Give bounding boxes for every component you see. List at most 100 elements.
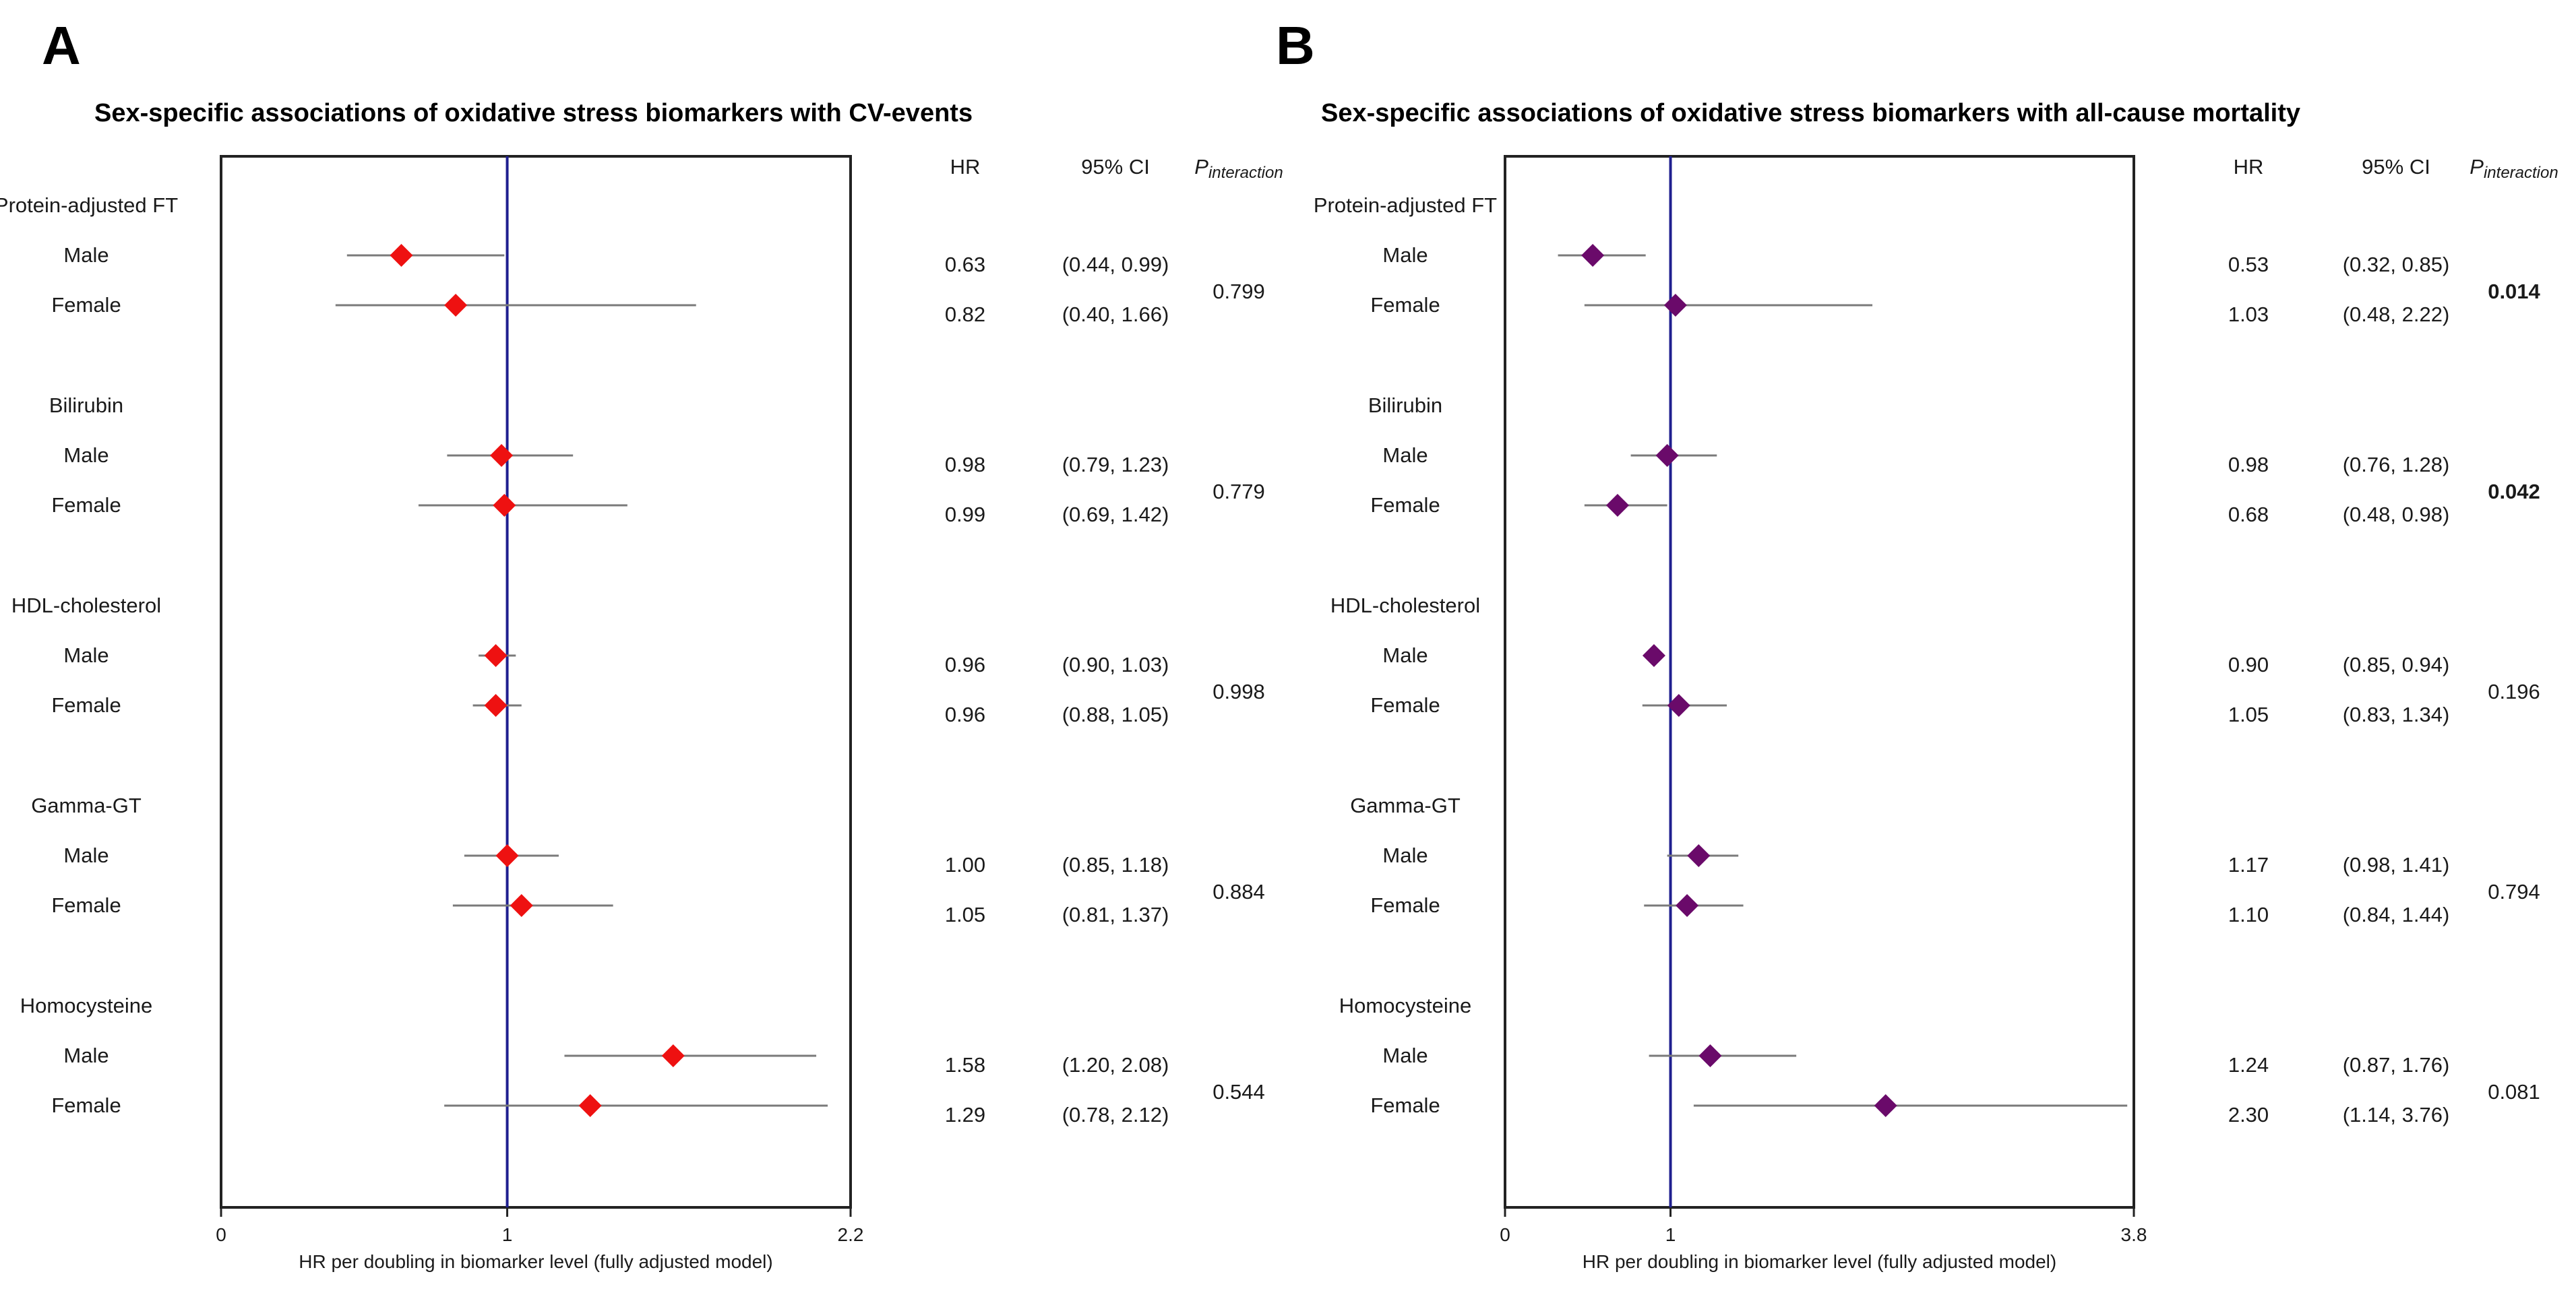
panel-b-group-label: Gamma-GT: [1350, 794, 1461, 817]
panel-a-p-interaction-value: 0.884: [1213, 880, 1265, 904]
panel-a-row-label-female: Female: [51, 893, 121, 917]
panel-a-row-label-male: Male: [63, 243, 109, 267]
panel-b-x-axis-label: HR per doubling in biomarker level (full…: [1583, 1251, 2056, 1272]
panel-b-p-interaction-value: 0.794: [2488, 880, 2540, 904]
panel-b-ci-value: (0.76, 1.28): [2343, 453, 2450, 476]
panel-a-header-p-main: P: [1194, 155, 1208, 179]
panel-b-ci-value: (0.84, 1.44): [2343, 903, 2450, 926]
panel-b-x-tick-label: 0: [1500, 1224, 1510, 1245]
panel-a-x-tick-label: 0: [216, 1224, 226, 1245]
panel-a-hr-marker: [510, 894, 533, 917]
panel-a-hr-value: 0.96: [945, 703, 985, 726]
panel-b-hr-value: 1.10: [2228, 903, 2269, 926]
panel-a-row-label-female: Female: [51, 1094, 121, 1117]
panel-a-letter: A: [42, 15, 81, 75]
panel-a-hr-value: 1.58: [945, 1053, 985, 1077]
panel-a-p-interaction-value: 0.799: [1213, 280, 1265, 303]
panel-b-hr-marker: [1663, 294, 1687, 317]
panel-b-group-label: Homocysteine: [1339, 994, 1471, 1017]
panel-a-hr-value: 0.99: [945, 503, 985, 526]
panel-b-row-label-male: Male: [1382, 243, 1428, 267]
panel-b-row-label-female: Female: [1370, 493, 1440, 517]
panel-b-header-p-main: P: [2470, 155, 2484, 179]
panel-b-p-interaction-value: 0.081: [2488, 1080, 2540, 1104]
panel-b-hr-value: 0.98: [2228, 453, 2269, 476]
panel-b-hr-value: 0.68: [2228, 503, 2269, 526]
panel-b-hr-value: 1.17: [2228, 853, 2269, 877]
panel-b-row-label-male: Male: [1382, 844, 1428, 867]
panel-a-group-label: Bilirubin: [49, 393, 123, 417]
panel-b-hr-marker: [1874, 1094, 1897, 1117]
panel-b-plot-frame: [1504, 155, 2135, 1209]
panel-a-hr-marker: [578, 1094, 602, 1117]
panel-a-hr-value: 1.05: [945, 903, 985, 926]
panel-a-p-interaction-value: 0.779: [1213, 480, 1265, 503]
panel-a-title: Sex-specific associations of oxidative s…: [94, 99, 973, 127]
panel-b-hr-marker: [1642, 644, 1665, 667]
panel-b-group-label: Bilirubin: [1368, 393, 1442, 417]
panel-a-hr-marker: [484, 644, 508, 667]
panel-b-hr-marker: [1687, 844, 1711, 867]
panel-b-header-ci: 95% CI: [2362, 155, 2430, 179]
panel-b-row-label-female: Female: [1370, 293, 1440, 317]
panel-a-hr-value: 1.29: [945, 1103, 985, 1127]
panel-b-p-interaction-value: 0.014: [2488, 280, 2540, 303]
panel-b-hr-marker: [1676, 894, 1699, 917]
panel-a-row-label-male: Male: [63, 844, 109, 867]
panel-b-hr-marker: [1581, 244, 1605, 267]
panel-a-hr-value: 0.63: [945, 253, 985, 276]
panel-b-row-label-female: Female: [1370, 1094, 1440, 1117]
panel-b-p-interaction-value: 0.196: [2488, 680, 2540, 703]
panel-a-row-label-male: Male: [63, 1044, 109, 1067]
panel-b-ci-value: (0.83, 1.34): [2343, 703, 2450, 726]
panel-a-header-p-sub: interaction: [1208, 164, 1283, 182]
panel-a-row-label-female: Female: [51, 293, 121, 317]
panel-a-hr-marker: [493, 494, 516, 517]
panel-a-ci-value: (0.44, 0.99): [1062, 253, 1169, 276]
panel-b-hr-value: 0.90: [2228, 653, 2269, 676]
panel-b-row-label-female: Female: [1370, 893, 1440, 917]
panel-a-ci-value: (1.20, 2.08): [1062, 1053, 1169, 1077]
panel-a-hr-value: 0.82: [945, 303, 985, 326]
panel-b-p-interaction-value: 0.042: [2488, 480, 2540, 503]
panel-b-x-tick-label: 3.8: [2121, 1224, 2147, 1245]
panel-a-ci-value: (0.78, 2.12): [1062, 1103, 1169, 1127]
panel-a-group-label: Protein-adjusted FT: [0, 193, 178, 217]
panel-a-group-label: Gamma-GT: [31, 794, 142, 817]
panel-a-row-label-female: Female: [51, 693, 121, 717]
panel-b-ci-value: (0.87, 1.76): [2343, 1053, 2450, 1077]
panel-a-group-label: Homocysteine: [20, 994, 152, 1017]
panel-b-hr-value: 2.30: [2228, 1103, 2269, 1127]
panel-b-header-p-sub: interaction: [2484, 164, 2558, 182]
panel-b-ci-value: (0.32, 0.85): [2343, 253, 2450, 276]
panel-a-hr-marker: [484, 694, 508, 717]
panel-a-group-label: HDL-cholesterol: [11, 594, 161, 617]
panel-a-p-interaction-value: 0.998: [1213, 680, 1265, 703]
panel-b-hr-marker: [1605, 494, 1629, 517]
panel-b-row-label-male: Male: [1382, 443, 1428, 467]
panel-a-ci-value: (0.40, 1.66): [1062, 303, 1169, 326]
panel-b-row-label-female: Female: [1370, 693, 1440, 717]
panel-a-x-axis-label: HR per doubling in biomarker level (full…: [299, 1251, 772, 1272]
panel-a-ci-value: (0.81, 1.37): [1062, 903, 1169, 926]
panel-b-hr-value: 1.24: [2228, 1053, 2269, 1077]
panel-a-hr-value: 0.96: [945, 653, 985, 676]
panel-a-header-hr: HR: [950, 155, 981, 179]
panel-a-ci-value: (0.69, 1.42): [1062, 503, 1169, 526]
panel-a-hr-value: 1.00: [945, 853, 985, 877]
panel-b-header-hr: HR: [2234, 155, 2264, 179]
panel-a-header-ci: 95% CI: [1081, 155, 1150, 179]
panel-a-row-label-female: Female: [51, 493, 121, 517]
panel-a-ci-value: (0.88, 1.05): [1062, 703, 1169, 726]
panel-b-ci-value: (0.48, 2.22): [2343, 303, 2450, 326]
panel-a-header-p: Pinteraction: [1194, 155, 1283, 182]
panel-a-row-label-male: Male: [63, 643, 109, 667]
panel-b-ci-value: (1.14, 3.76): [2343, 1103, 2450, 1127]
panel-a-ci-value: (0.90, 1.03): [1062, 653, 1169, 676]
panel-a-hr-value: 0.98: [945, 453, 985, 476]
panel-a-hr-marker: [490, 444, 514, 467]
panel-b-header-p: Pinteraction: [2470, 155, 2558, 182]
panel-b-hr-marker: [1667, 694, 1690, 717]
panel-b-ci-value: (0.98, 1.41): [2343, 853, 2450, 877]
